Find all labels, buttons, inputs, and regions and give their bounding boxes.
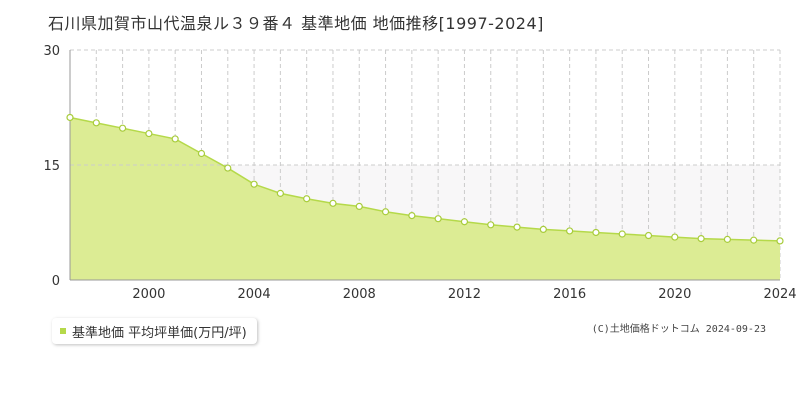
data-point bbox=[460, 218, 469, 226]
data-point bbox=[776, 237, 784, 245]
data-point bbox=[224, 164, 232, 172]
data-point bbox=[644, 231, 653, 240]
data-point bbox=[303, 195, 311, 203]
data-point bbox=[487, 221, 495, 229]
data-point bbox=[250, 180, 258, 188]
y-tick-label: 0 bbox=[52, 274, 60, 289]
x-tick-label: 2004 bbox=[238, 287, 271, 302]
data-point bbox=[92, 119, 100, 127]
data-point bbox=[171, 135, 179, 143]
data-point bbox=[145, 129, 153, 138]
data-point bbox=[566, 227, 574, 235]
data-point bbox=[513, 223, 521, 231]
x-tick-label: 2016 bbox=[553, 287, 586, 302]
data-point bbox=[539, 225, 547, 233]
x-tick-label: 2024 bbox=[763, 287, 796, 302]
series-area bbox=[70, 117, 780, 280]
data-point bbox=[592, 228, 600, 237]
x-tick-label: 2000 bbox=[132, 287, 165, 302]
data-point bbox=[408, 212, 416, 220]
data-point bbox=[381, 208, 390, 216]
legend: 基準地価 平均坪単価(万円/坪) bbox=[52, 318, 257, 344]
data-point bbox=[697, 235, 705, 243]
y-tick-label: 15 bbox=[43, 159, 60, 174]
data-point bbox=[66, 113, 74, 122]
x-tick-label: 2020 bbox=[658, 287, 691, 302]
chart-title: 石川県加賀市山代温泉ル３９番４ 基準地価 地価推移[1997-2024] bbox=[48, 14, 544, 33]
legend-swatch bbox=[60, 328, 66, 334]
data-point bbox=[750, 236, 758, 244]
x-tick-label: 2008 bbox=[343, 287, 376, 302]
data-point bbox=[355, 202, 363, 210]
copyright-text: (C)土地価格ドットコム 2024-09-23 bbox=[591, 324, 766, 335]
data-point bbox=[671, 233, 679, 241]
data-point bbox=[197, 149, 206, 158]
y-tick-label: 30 bbox=[43, 44, 60, 59]
data-point bbox=[723, 235, 732, 243]
series-line bbox=[69, 116, 781, 242]
data-point bbox=[618, 230, 626, 238]
x-tick-label: 2012 bbox=[448, 287, 481, 302]
data-point bbox=[118, 124, 127, 132]
data-point bbox=[329, 199, 337, 207]
legend-label: 基準地価 平均坪単価(万円/坪) bbox=[72, 325, 247, 341]
data-point bbox=[276, 189, 284, 197]
data-point bbox=[434, 215, 442, 223]
